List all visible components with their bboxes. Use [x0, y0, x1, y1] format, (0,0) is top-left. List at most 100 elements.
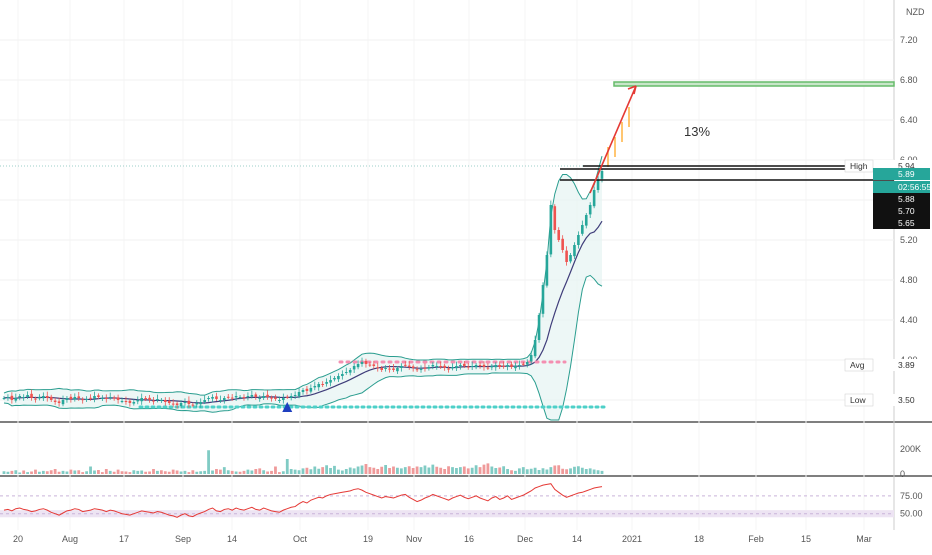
- candle-body: [230, 397, 234, 399]
- volume-bar: [569, 468, 572, 474]
- volume-bar: [207, 450, 210, 474]
- volume-bar: [498, 467, 502, 474]
- candle-body: [45, 396, 49, 398]
- volume-bar: [462, 466, 466, 474]
- volume-bar: [203, 470, 207, 474]
- volume-bar: [104, 469, 108, 474]
- candle-body: [164, 400, 167, 402]
- candle-body: [482, 364, 486, 367]
- candle-body: [120, 401, 124, 402]
- volume-bar: [541, 468, 545, 474]
- candle-body: [246, 396, 250, 397]
- time-tick-label: Sep: [175, 534, 191, 544]
- time-tick-label: 2021: [622, 534, 642, 544]
- volume-bar: [285, 459, 289, 474]
- volume-bar: [57, 471, 61, 474]
- candle-body: [321, 384, 324, 385]
- candle-body: [278, 400, 281, 401]
- candle-body: [18, 396, 22, 398]
- candle-body: [65, 398, 69, 400]
- volume-bar: [297, 470, 301, 474]
- volume-bar: [486, 463, 490, 474]
- volume-bar: [411, 468, 415, 474]
- time-tick-label: Dec: [517, 534, 534, 544]
- candle-body: [289, 396, 293, 398]
- candle-body: [191, 404, 195, 406]
- candle-body: [250, 395, 254, 397]
- candle-body: [439, 366, 442, 367]
- price-tick-label: 6.80: [900, 75, 918, 85]
- high-badge-label-bg: [844, 159, 874, 173]
- volume-bar: [521, 467, 525, 474]
- volume-bar: [525, 469, 529, 474]
- volume-bar: [144, 471, 148, 474]
- candle-body: [514, 366, 517, 369]
- grid-layer: [0, 0, 932, 530]
- candle-body: [588, 205, 592, 215]
- candle-body: [455, 366, 458, 369]
- avg-badge-bg: [873, 359, 894, 371]
- volume-bar: [372, 467, 376, 474]
- level-badge-value: 5.65: [898, 218, 915, 228]
- volume-bar: [77, 470, 81, 474]
- candle-body: [407, 365, 411, 367]
- volume-bar: [305, 467, 309, 474]
- candle-body: [108, 397, 112, 398]
- high-badge-label: High: [850, 161, 868, 171]
- candle-body: [510, 364, 513, 367]
- target-zone: [613, 81, 895, 87]
- avg-badge-value-bg: [894, 359, 930, 371]
- candle-body: [356, 364, 360, 368]
- volume-bar: [337, 469, 340, 474]
- candle-body: [348, 370, 352, 373]
- volume-bar: [238, 471, 242, 474]
- level-badge-value: 5.70: [898, 206, 915, 216]
- volume-bar: [69, 469, 73, 474]
- candle-body: [274, 397, 277, 399]
- candle-body: [415, 369, 419, 371]
- volume-bar: [10, 470, 14, 474]
- candle-body: [443, 365, 446, 368]
- volume-bar: [159, 470, 163, 474]
- candle-body: [179, 403, 183, 407]
- low-badge-label: Low: [850, 395, 866, 405]
- volume-bar: [112, 471, 116, 474]
- candle-body: [317, 384, 321, 388]
- annotation-layer: [282, 81, 895, 412]
- volume-bar: [325, 465, 329, 474]
- candle-body: [435, 366, 439, 367]
- time-tick-label: Oct: [293, 534, 308, 544]
- level-badge-bg: [873, 193, 894, 205]
- candle-body: [171, 403, 175, 405]
- volume-bar: [455, 468, 458, 474]
- upper-band: [3, 156, 603, 396]
- volume-bar: [380, 466, 384, 474]
- candle-body: [506, 365, 509, 367]
- volume-bar: [293, 469, 297, 474]
- volume-bar: [321, 467, 325, 474]
- volume-bar: [38, 471, 41, 474]
- candle-body: [577, 235, 580, 245]
- candle-body: [57, 401, 61, 403]
- volume-bar: [502, 466, 506, 474]
- candle-body: [26, 395, 29, 397]
- candle-body: [392, 368, 395, 370]
- volume-bar: [26, 472, 30, 474]
- volume-bar: [81, 472, 85, 474]
- volume-bar: [557, 465, 561, 474]
- volume-bar: [14, 470, 18, 474]
- candle-body: [136, 400, 140, 402]
- countdown-badge-bg: [873, 181, 894, 193]
- candle-body: [175, 403, 179, 405]
- price-tick-label: 5.20: [900, 235, 918, 245]
- candle-body: [2, 398, 6, 399]
- candle-body: [380, 368, 383, 370]
- candle-body: [132, 402, 136, 404]
- candle-body: [30, 393, 33, 398]
- candle-body: [329, 380, 332, 383]
- candle-body: [522, 363, 525, 365]
- percent-annotation: 13%: [684, 124, 710, 139]
- candle-body: [187, 400, 191, 404]
